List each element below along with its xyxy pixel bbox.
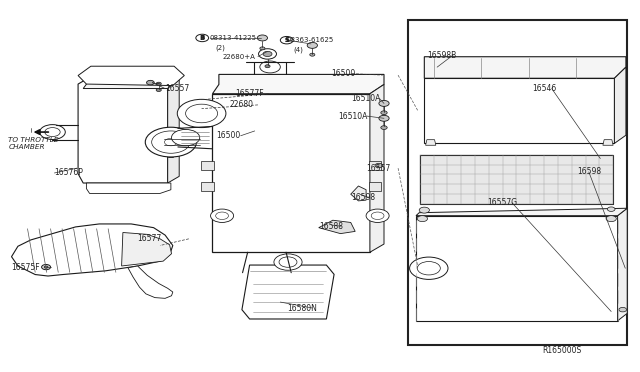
Polygon shape xyxy=(212,74,384,94)
Circle shape xyxy=(375,163,383,168)
Polygon shape xyxy=(420,155,613,203)
Polygon shape xyxy=(426,140,436,145)
Text: 16500: 16500 xyxy=(216,131,241,140)
Text: B: B xyxy=(200,35,205,41)
Polygon shape xyxy=(424,78,614,144)
Text: 22680+A: 22680+A xyxy=(223,54,255,60)
Circle shape xyxy=(147,80,154,85)
Polygon shape xyxy=(416,208,627,216)
Text: S: S xyxy=(285,38,289,43)
Circle shape xyxy=(263,51,272,57)
Circle shape xyxy=(260,61,280,73)
Text: 16510A: 16510A xyxy=(338,112,367,121)
Circle shape xyxy=(310,53,315,56)
Circle shape xyxy=(196,34,209,42)
Circle shape xyxy=(606,216,616,222)
Text: 16557: 16557 xyxy=(366,164,390,173)
Text: 16510A: 16510A xyxy=(351,94,380,103)
Circle shape xyxy=(45,128,60,137)
Polygon shape xyxy=(369,161,381,170)
Circle shape xyxy=(274,254,302,270)
Circle shape xyxy=(156,82,161,85)
Polygon shape xyxy=(168,78,179,183)
Polygon shape xyxy=(86,183,171,193)
Polygon shape xyxy=(618,208,627,321)
Polygon shape xyxy=(424,57,626,78)
Circle shape xyxy=(177,99,226,128)
Polygon shape xyxy=(122,232,172,266)
Circle shape xyxy=(381,126,387,129)
Circle shape xyxy=(379,100,389,106)
Polygon shape xyxy=(201,182,214,191)
Circle shape xyxy=(257,35,268,41)
Bar xyxy=(408,20,627,345)
Circle shape xyxy=(42,264,51,270)
Text: 16598: 16598 xyxy=(351,193,375,202)
Circle shape xyxy=(379,115,389,121)
Polygon shape xyxy=(369,182,381,191)
Text: 16598: 16598 xyxy=(577,167,602,176)
Circle shape xyxy=(619,307,627,312)
Text: (4): (4) xyxy=(293,47,303,54)
Text: 16575F: 16575F xyxy=(12,263,40,272)
Text: 16546: 16546 xyxy=(532,84,557,93)
Circle shape xyxy=(172,129,200,146)
Text: 16557: 16557 xyxy=(165,84,189,93)
Circle shape xyxy=(381,111,387,115)
Polygon shape xyxy=(128,266,173,298)
Text: 16598B: 16598B xyxy=(428,51,457,60)
Circle shape xyxy=(156,89,161,92)
Polygon shape xyxy=(614,67,626,144)
Circle shape xyxy=(44,266,48,268)
Text: 08313-41225: 08313-41225 xyxy=(210,35,257,41)
Text: TO THROTTLE
CHAMBER: TO THROTTLE CHAMBER xyxy=(8,137,59,150)
Text: 16500: 16500 xyxy=(332,69,356,78)
Polygon shape xyxy=(351,186,366,201)
Polygon shape xyxy=(416,216,618,321)
Circle shape xyxy=(259,49,276,59)
Circle shape xyxy=(419,207,429,213)
Text: S: S xyxy=(284,37,289,43)
Text: R165000S: R165000S xyxy=(543,346,582,355)
Circle shape xyxy=(410,257,448,279)
Circle shape xyxy=(417,216,428,222)
Circle shape xyxy=(265,65,270,68)
Polygon shape xyxy=(212,94,370,252)
Circle shape xyxy=(607,207,615,211)
Circle shape xyxy=(260,47,265,50)
Text: B: B xyxy=(200,35,204,41)
Polygon shape xyxy=(12,224,173,276)
Polygon shape xyxy=(603,140,613,145)
Polygon shape xyxy=(319,220,355,234)
Circle shape xyxy=(280,36,293,44)
Polygon shape xyxy=(370,84,384,252)
Circle shape xyxy=(307,42,317,48)
Circle shape xyxy=(211,209,234,222)
Circle shape xyxy=(366,209,389,222)
Circle shape xyxy=(145,127,196,157)
Polygon shape xyxy=(78,66,184,86)
Text: 16576P: 16576P xyxy=(54,169,83,177)
Text: 16557G: 16557G xyxy=(488,198,518,207)
Polygon shape xyxy=(83,76,179,89)
Text: (2): (2) xyxy=(215,44,225,51)
Text: 08363-61625: 08363-61625 xyxy=(287,37,334,43)
Text: 16580N: 16580N xyxy=(287,304,317,312)
Text: 22680: 22680 xyxy=(229,100,253,109)
Polygon shape xyxy=(242,265,334,319)
Polygon shape xyxy=(201,161,214,170)
Circle shape xyxy=(40,125,65,140)
Text: 16577F: 16577F xyxy=(236,89,264,98)
Polygon shape xyxy=(78,76,168,183)
Text: 16588: 16588 xyxy=(319,222,343,231)
Text: 16577: 16577 xyxy=(138,234,162,243)
